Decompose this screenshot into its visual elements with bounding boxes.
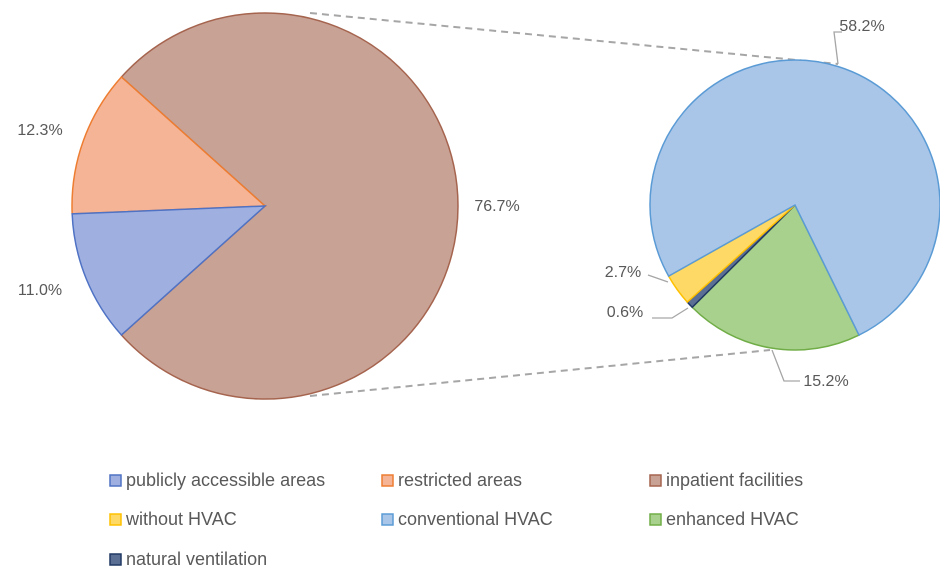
leader-line <box>771 349 800 382</box>
legend-label: natural ventilation <box>126 549 267 569</box>
legend-swatch <box>381 513 394 526</box>
legend-swatch <box>109 553 122 566</box>
data-label: 11.0% <box>18 282 62 299</box>
data-label: 58.2% <box>839 18 884 35</box>
legend-label: restricted areas <box>398 470 522 490</box>
pie-slice <box>649 59 940 337</box>
legend-swatch <box>649 513 662 526</box>
legend-label: publicly accessible areas <box>126 470 325 490</box>
legend-label: without HVAC <box>125 509 237 529</box>
data-label: 0.6% <box>607 304 643 321</box>
legend-label: enhanced HVAC <box>666 509 799 529</box>
legend-swatch <box>109 513 122 526</box>
pie-slice <box>120 12 459 400</box>
legend-label: inpatient facilities <box>666 470 803 490</box>
leader-line <box>833 31 842 65</box>
connector <box>309 349 771 397</box>
legend-label: conventional HVAC <box>398 509 553 529</box>
data-label: 2.7% <box>605 264 641 281</box>
data-label: 15.2% <box>803 373 848 390</box>
connector <box>309 12 839 65</box>
leader-line <box>652 307 689 319</box>
pie-slice <box>71 205 268 337</box>
legend-swatch <box>109 474 122 487</box>
legend-swatch <box>381 474 394 487</box>
pie-slice <box>71 75 267 215</box>
data-label: 12.3% <box>17 122 62 139</box>
pie-slice <box>691 203 861 351</box>
data-label: 76.7% <box>474 198 519 215</box>
leader-line <box>647 274 669 283</box>
legend-swatch <box>649 474 662 487</box>
